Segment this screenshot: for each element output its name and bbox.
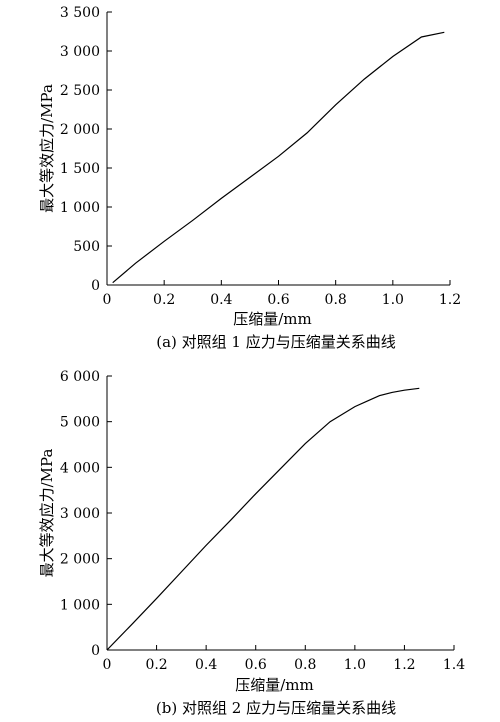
b-x-tick-label: 0.2	[145, 657, 167, 673]
b-y-tick-label: 5 000	[60, 415, 100, 431]
a-x-tick-label: 1.0	[382, 292, 404, 308]
a-x-tick-label: 0.8	[325, 292, 347, 308]
a-y-axis-label: 最大等效应力/MPa	[38, 84, 56, 213]
a-x-tick-label: 0.2	[153, 292, 175, 308]
a-caption: (a) 对照组 1 应力与压缩量关系曲线	[156, 333, 396, 351]
a-x-axis-label: 压缩量/mm	[233, 310, 312, 328]
a-x-tick-label: 0	[103, 292, 112, 308]
b-x-tick-label: 0.8	[294, 657, 316, 673]
a-y-tick-label: 500	[73, 239, 100, 255]
b-y-tick-label: 2 000	[60, 552, 100, 568]
a-series-line	[112, 31, 445, 284]
b-caption: (b) 对照组 2 应力与压缩量关系曲线	[156, 699, 396, 717]
a-y-tick-label: 0	[91, 278, 100, 294]
b-x-tick-label: 0.6	[245, 657, 267, 673]
b-y-tick-label: 3 000	[60, 506, 100, 522]
b-series-line	[106, 387, 420, 651]
a-y-tick-label: 2 500	[60, 83, 100, 99]
b-x-tick-label: 0	[103, 657, 112, 673]
a-y-tick-label: 2 000	[60, 122, 100, 138]
b-y-tick-label: 6 000	[60, 369, 100, 385]
a-y-tick-label: 3 000	[60, 44, 100, 60]
b-x-tick-label: 1.0	[344, 657, 366, 673]
b-y-tick-label: 4 000	[60, 460, 100, 476]
b-x-axis-label: 压缩量/mm	[235, 676, 314, 694]
a-y-tick-label: 1 500	[60, 161, 100, 177]
a-y-tick-label: 3 500	[60, 5, 100, 21]
b-y-tick-label: 1 000	[60, 597, 100, 613]
b-x-tick-label: 0.4	[195, 657, 217, 673]
a-x-tick-label: 0.6	[267, 292, 289, 308]
b-x-tick-label: 1.2	[393, 657, 415, 673]
chart-a: 0 0.2 0.4 0.6 0.8 1.0 1.2 0 500 1 000 1 500 2 000 2 …	[38, 5, 461, 351]
chart-b: 0 0.2 0.4 0.6 0.8 1.0 1.2 1.4 0 1 000 2 000 3 000 4 …	[38, 369, 465, 717]
b-y-tick-label: 0	[91, 643, 100, 659]
a-x-tick-label: 1.2	[439, 292, 461, 308]
a-y-tick-label: 1 000	[60, 200, 100, 216]
b-x-tick-label: 1.4	[443, 657, 465, 673]
b-y-axis-label: 最大等效应力/MPa	[38, 449, 56, 578]
a-x-tick-label: 0.4	[210, 292, 232, 308]
